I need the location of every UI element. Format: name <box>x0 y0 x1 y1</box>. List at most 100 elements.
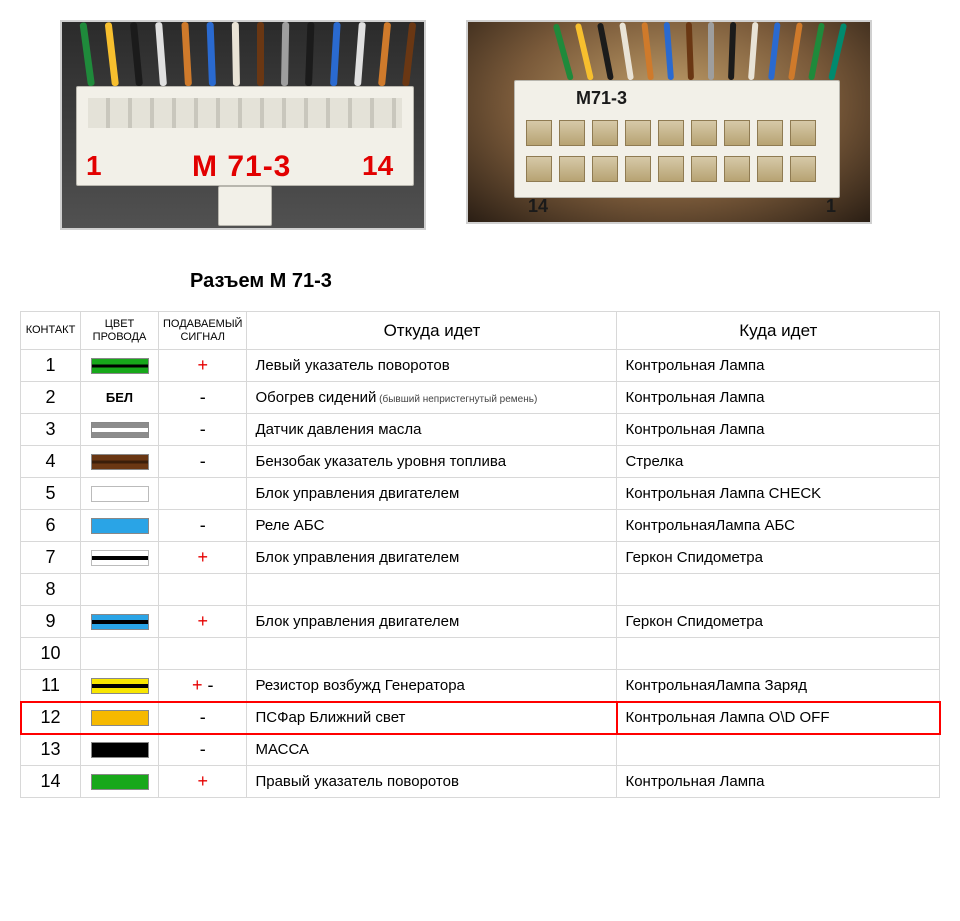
cell-from: Левый указатель поворотов <box>247 350 617 382</box>
cell-to: КонтрольнаяЛампа Заряд <box>617 670 940 702</box>
pin-metal <box>625 120 651 146</box>
wires-right <box>558 22 830 76</box>
cell-to: Геркон Спидометра <box>617 542 940 574</box>
cell-pin: 2 <box>21 382 81 414</box>
wire-color-swatch <box>91 742 149 758</box>
cell-to: Контрольная Лампа CHECK <box>617 478 940 510</box>
cell-color <box>81 606 159 638</box>
pin-metal <box>526 156 552 182</box>
wire <box>828 23 847 81</box>
connector-clip-left <box>218 186 272 226</box>
wire <box>105 22 119 86</box>
wire <box>130 22 143 86</box>
cell-from: Обогрев сидений (бывший непристегнутый р… <box>247 382 617 414</box>
table-row: 14+ Правый указатель поворотовКонтрольна… <box>21 766 940 798</box>
wire-color-swatch <box>91 358 149 374</box>
wire-color-swatch <box>91 614 149 630</box>
cell-color <box>81 350 159 382</box>
cell-pin: 1 <box>21 350 81 382</box>
cell-signal: + <box>159 350 247 382</box>
table-row: 11 + -Резистор возбужд ГенератораКонтроль… <box>21 670 940 702</box>
wire <box>330 22 341 86</box>
pin-metal <box>592 120 618 146</box>
wire <box>553 23 574 81</box>
wire <box>378 22 391 86</box>
wire <box>181 22 192 86</box>
cell-to: Контрольная Лампа <box>617 766 940 798</box>
pin-metal <box>658 120 684 146</box>
photo-connector-hand: M71-3 14 1 <box>466 20 872 224</box>
table-body: 1+Левый указатель поворотовКонтрольная Л… <box>21 350 940 798</box>
cell-signal: + - <box>159 670 247 702</box>
section-title: Разъем M 71-3 <box>190 270 960 293</box>
th-from: Откуда идет <box>247 312 617 350</box>
table-row: 6-Реле АБСКонтрольнаяЛампа АБС <box>21 510 940 542</box>
pin-metal <box>790 120 816 146</box>
wire <box>354 22 366 86</box>
pin-metal <box>526 120 552 146</box>
cell-to <box>617 574 940 606</box>
cell-pin: 9 <box>21 606 81 638</box>
wire <box>402 22 416 86</box>
cell-pin: 3 <box>21 414 81 446</box>
wire <box>305 22 314 86</box>
cell-color <box>81 542 159 574</box>
wire <box>206 22 215 86</box>
photo-connector-front: 1 M 71-3 14 <box>60 20 426 230</box>
wire-color-swatch <box>91 454 149 470</box>
pinout-table: КОНТАКТ ЦВЕТПРОВОДА ПОДАВАЕМЫЙСИГНАЛ Отк… <box>20 311 940 798</box>
wire-color-swatch <box>91 710 149 726</box>
wire <box>686 22 694 80</box>
table-row: 13-МАССА <box>21 734 940 766</box>
table-row: 9+Блок управления двигателемГеркон Спидо… <box>21 606 940 638</box>
wire <box>708 22 714 80</box>
wire <box>728 22 736 80</box>
wire <box>79 22 95 86</box>
wire-color-swatch <box>91 678 149 694</box>
wire <box>664 22 674 80</box>
cell-to: Контрольная Лампа <box>617 382 940 414</box>
cell-signal: + <box>159 766 247 798</box>
cell-from: МАССА <box>247 734 617 766</box>
wire <box>768 22 781 80</box>
wire-color-swatch <box>91 422 149 438</box>
cell-to: Геркон Спидометра <box>617 606 940 638</box>
th-pin: КОНТАКТ <box>21 312 81 350</box>
table-row: 1+Левый указатель поворотовКонтрольная Л… <box>21 350 940 382</box>
cell-from: Блок управления двигателем <box>247 478 617 510</box>
cell-from: Бензобак указатель уровня топлива <box>247 446 617 478</box>
wire <box>641 22 654 80</box>
photo-right-label-1: 1 <box>826 196 836 217</box>
cell-signal: - <box>159 446 247 478</box>
pin-rows-right <box>526 120 828 186</box>
table-row: 8 <box>21 574 940 606</box>
cell-pin: 11 <box>21 670 81 702</box>
cell-signal <box>159 574 247 606</box>
cell-from: Блок управления двигателем <box>247 606 617 638</box>
cell-color <box>81 670 159 702</box>
cell-from: Правый указатель поворотов <box>247 766 617 798</box>
cell-signal: - <box>159 510 247 542</box>
cell-color <box>81 414 159 446</box>
cell-color <box>81 446 159 478</box>
pin-metal <box>691 120 717 146</box>
cell-to: Стрелка <box>617 446 940 478</box>
wire <box>156 22 168 86</box>
cell-pin: 10 <box>21 638 81 670</box>
wire-color-swatch <box>91 550 149 566</box>
pin-metal <box>691 156 717 182</box>
cell-from: Реле АБС <box>247 510 617 542</box>
pinout-table-wrap: КОНТАКТ ЦВЕТПРОВОДА ПОДАВАЕМЫЙСИГНАЛ Отк… <box>0 311 960 798</box>
wire <box>788 22 803 80</box>
cell-from: Датчик давления масла <box>247 414 617 446</box>
cell-from: Резистор возбужд Генератора <box>247 670 617 702</box>
table-row: 10 <box>21 638 940 670</box>
cell-signal: - <box>159 702 247 734</box>
cell-color <box>81 510 159 542</box>
wire-color-swatch <box>91 518 149 534</box>
cell-color <box>81 734 159 766</box>
cell-pin: 5 <box>21 478 81 510</box>
cell-signal <box>159 478 247 510</box>
cell-from: Блок управления двигателем <box>247 542 617 574</box>
cell-signal: + <box>159 542 247 574</box>
